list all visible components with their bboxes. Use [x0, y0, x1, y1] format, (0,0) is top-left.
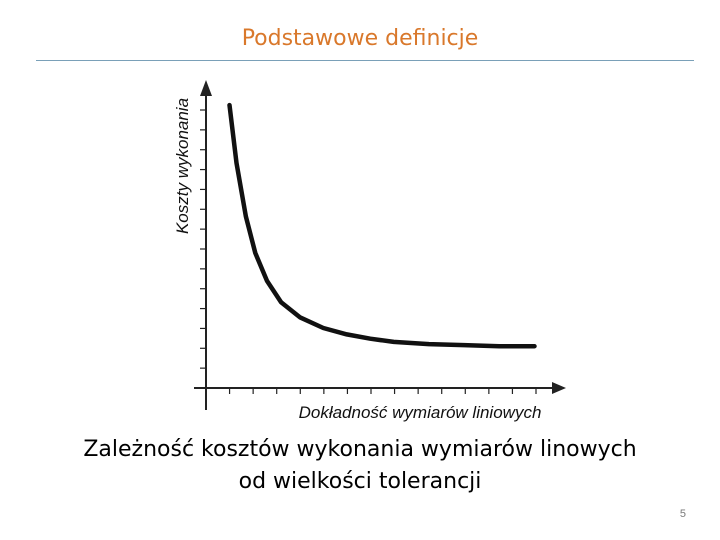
title-divider	[36, 60, 694, 61]
slide-title: Podstawowe definicje	[241, 26, 479, 51]
caption-line-1: Zależność kosztów wykonania wymiarów lin…	[83, 437, 637, 462]
cost-curve	[227, 102, 537, 349]
caption-line-2: od wielkości tolerancji	[238, 469, 482, 494]
slide-number: 5	[679, 508, 686, 520]
slide-caption: Zależność kosztów wykonania wymiarów lin…	[0, 434, 720, 498]
x-axis-label: Dokładność wymiarów liniowych	[299, 403, 542, 422]
y-axis-arrow	[200, 80, 212, 96]
x-axis-arrow	[552, 382, 566, 394]
y-axis-label: Koszty wykonania	[173, 98, 192, 234]
